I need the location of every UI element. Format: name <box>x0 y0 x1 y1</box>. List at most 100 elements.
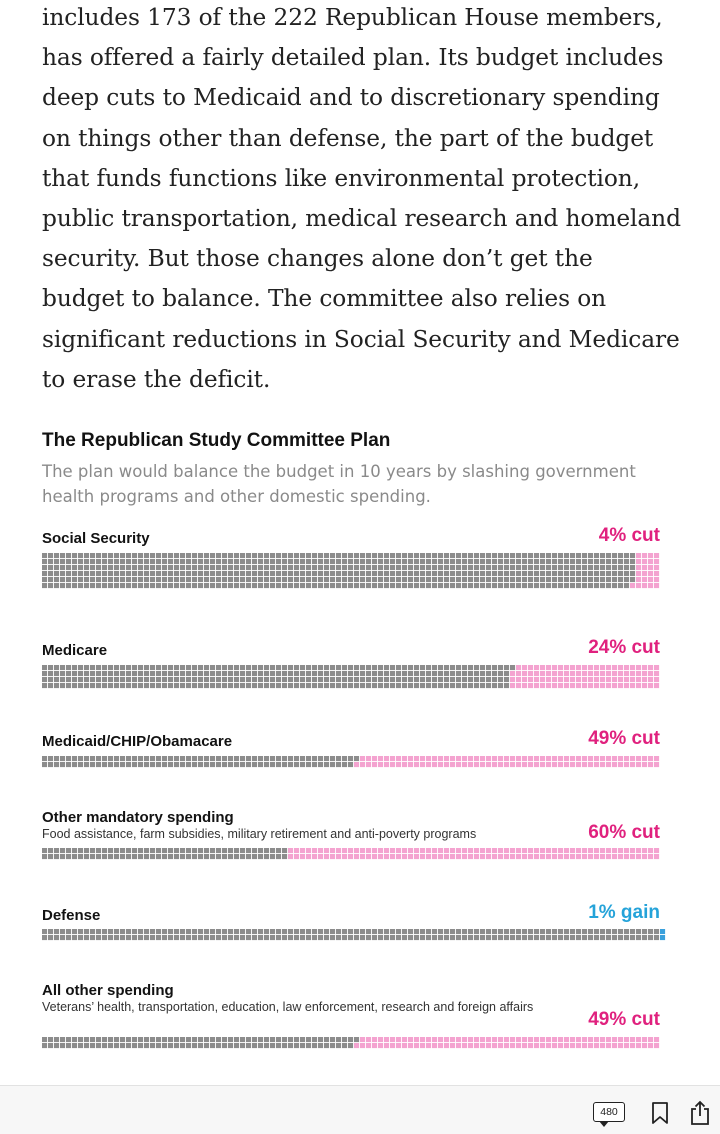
remaining-cell <box>258 1043 264 1049</box>
cut-cell <box>378 762 384 768</box>
remaining-cell <box>168 565 174 571</box>
remaining-cell <box>72 683 78 689</box>
cut-cell <box>486 854 492 860</box>
series-label: Social Security <box>42 530 150 547</box>
remaining-cell <box>246 762 252 768</box>
remaining-cell <box>318 756 324 762</box>
remaining-cell <box>444 577 450 583</box>
remaining-cell <box>174 665 180 671</box>
remaining-cell <box>624 929 630 935</box>
share-icon[interactable] <box>688 1100 712 1126</box>
cut-cell <box>558 683 564 689</box>
bookmark-icon[interactable] <box>648 1100 672 1126</box>
cut-cell <box>528 665 534 671</box>
cut-cell <box>594 1043 600 1049</box>
remaining-cell <box>366 671 372 677</box>
remaining-cell <box>162 854 168 860</box>
remaining-cell <box>72 671 78 677</box>
cut-cell <box>564 1043 570 1049</box>
remaining-cell <box>426 583 432 589</box>
cut-cell <box>522 756 528 762</box>
remaining-cell <box>306 1043 312 1049</box>
remaining-cell <box>186 929 192 935</box>
cut-cell <box>522 671 528 677</box>
remaining-cell <box>378 665 384 671</box>
remaining-cell <box>180 583 186 589</box>
remaining-cell <box>384 677 390 683</box>
comments-button[interactable]: 480 <box>593 1102 625 1127</box>
cut-cell <box>654 762 660 768</box>
remaining-cell <box>564 935 570 941</box>
cut-cell <box>600 854 606 860</box>
remaining-cell <box>312 583 318 589</box>
remaining-cell <box>228 553 234 559</box>
remaining-cell <box>96 848 102 854</box>
remaining-cell <box>516 935 522 941</box>
cut-cell <box>564 848 570 854</box>
remaining-cell <box>126 756 132 762</box>
remaining-cell <box>264 1043 270 1049</box>
remaining-cell <box>546 565 552 571</box>
remaining-cell <box>240 935 246 941</box>
remaining-cell <box>408 935 414 941</box>
remaining-cell <box>264 935 270 941</box>
cut-cell <box>648 1037 654 1043</box>
remaining-cell <box>594 929 600 935</box>
remaining-cell <box>78 677 84 683</box>
remaining-cell <box>210 1037 216 1043</box>
remaining-cell <box>246 671 252 677</box>
remaining-cell <box>276 553 282 559</box>
remaining-cell <box>552 559 558 565</box>
remaining-cell <box>198 935 204 941</box>
remaining-cell <box>90 929 96 935</box>
remaining-cell <box>126 559 132 565</box>
remaining-cell <box>474 553 480 559</box>
cut-cell <box>474 762 480 768</box>
cut-cell <box>606 665 612 671</box>
cut-cell <box>588 848 594 854</box>
remaining-cell <box>174 756 180 762</box>
remaining-cell <box>522 583 528 589</box>
cut-cell <box>636 1043 642 1049</box>
remaining-cell <box>144 665 150 671</box>
remaining-cell <box>210 665 216 671</box>
remaining-cell <box>114 553 120 559</box>
remaining-cell <box>120 848 126 854</box>
remaining-cell <box>204 756 210 762</box>
remaining-cell <box>144 577 150 583</box>
cut-cell <box>342 848 348 854</box>
remaining-cell <box>630 553 636 559</box>
remaining-cell <box>234 565 240 571</box>
cut-cell <box>606 1037 612 1043</box>
remaining-cell <box>426 559 432 565</box>
remaining-cell <box>546 929 552 935</box>
remaining-cell <box>432 553 438 559</box>
remaining-cell <box>492 571 498 577</box>
cut-cell <box>594 854 600 860</box>
remaining-cell <box>480 929 486 935</box>
remaining-cell <box>378 577 384 583</box>
remaining-cell <box>306 559 312 565</box>
remaining-cell <box>324 677 330 683</box>
remaining-cell <box>186 571 192 577</box>
remaining-cell <box>54 565 60 571</box>
remaining-cell <box>354 665 360 671</box>
remaining-cell <box>438 559 444 565</box>
cut-cell <box>624 762 630 768</box>
remaining-cell <box>132 577 138 583</box>
remaining-cell <box>330 559 336 565</box>
remaining-cell <box>120 559 126 565</box>
cut-cell <box>594 848 600 854</box>
remaining-cell <box>66 854 72 860</box>
remaining-cell <box>216 577 222 583</box>
cut-cell <box>534 854 540 860</box>
remaining-cell <box>126 677 132 683</box>
cut-cell <box>600 683 606 689</box>
remaining-cell <box>198 577 204 583</box>
remaining-cell <box>108 577 114 583</box>
remaining-cell <box>210 854 216 860</box>
remaining-cell <box>360 553 366 559</box>
cut-cell <box>582 854 588 860</box>
remaining-cell <box>468 683 474 689</box>
remaining-cell <box>240 671 246 677</box>
